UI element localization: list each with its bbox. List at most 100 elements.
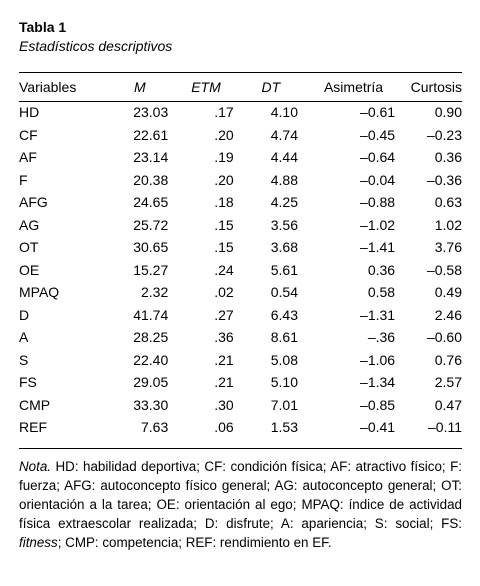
cell-asimetria: –1.34 [360, 374, 396, 390]
cell-asimetria: –1.06 [360, 351, 396, 368]
cell-etm: .19 [214, 149, 234, 165]
cell-m: 29.05 [133, 374, 169, 390]
table-row: AFG 24.65 .18 4.25 –0.88 0.63 [19, 191, 462, 214]
note-fitness: fitness [19, 535, 58, 550]
cell-curtosis: –0.23 [426, 126, 462, 143]
header-asimetria: Asimetría [323, 79, 384, 95]
cell-variable: MPAQ [19, 284, 60, 300]
cell-m: 20.38 [133, 171, 169, 188]
cell-etm: .30 [214, 396, 234, 413]
cell-m: 41.74 [133, 306, 169, 323]
note-text-1: HD: habilidad deportiva; CF: condición f… [19, 459, 462, 531]
note-label: Nota. [19, 459, 52, 474]
cell-asimetria: –0.88 [360, 194, 396, 210]
cell-dt: 3.68 [270, 239, 298, 255]
cell-curtosis: –0.60 [426, 329, 462, 345]
table-row: CF 22.61 .20 4.74 –0.45 –0.23 [19, 124, 462, 147]
cell-variable: CMP [19, 396, 51, 413]
cell-dt: 4.44 [270, 149, 298, 165]
cell-variable: D [19, 306, 30, 323]
cell-curtosis: 0.36 [434, 149, 462, 165]
cell-m: 25.72 [133, 216, 169, 233]
cell-dt: 4.10 [270, 104, 298, 120]
cell-variable: OT [19, 239, 39, 255]
cell-etm: .20 [214, 171, 234, 188]
cell-variable: A [19, 329, 29, 345]
descriptive-stats-table: Variables M ETM DT Asimetría Curtosis HD… [19, 73, 462, 439]
cell-dt: 1.53 [270, 419, 298, 435]
cell-curtosis: 0.90 [434, 104, 462, 120]
table-subtitle: Estadísticos descriptivos [19, 38, 173, 54]
cell-curtosis: 0.47 [434, 396, 462, 413]
cell-etm: .21 [214, 351, 234, 368]
cell-m: 2.32 [141, 284, 169, 300]
table-row: D 41.74 .27 6.43 –1.31 2.46 [19, 304, 462, 327]
cell-asimetria: –0.41 [360, 419, 396, 435]
bottom-rule [19, 448, 462, 449]
cell-m: 15.27 [133, 261, 169, 278]
cell-curtosis: –0.36 [426, 171, 462, 188]
cell-curtosis: 2.46 [434, 306, 462, 323]
cell-dt: 5.61 [270, 261, 298, 278]
cell-curtosis: 0.76 [434, 351, 462, 368]
cell-asimetria: –1.41 [360, 239, 396, 255]
cell-m: 24.65 [133, 194, 169, 210]
cell-variable: S [19, 351, 29, 368]
header-m: M [133, 79, 146, 95]
header-dt: DT [261, 79, 281, 95]
cell-asimetria: –1.31 [360, 306, 396, 323]
cell-etm: .21 [214, 374, 234, 390]
cell-variable: F [19, 171, 28, 188]
cell-etm: .20 [214, 126, 234, 143]
cell-etm: .02 [214, 284, 234, 300]
table-row: FS 29.05 .21 5.10 –1.34 2.57 [19, 371, 462, 394]
cell-curtosis: –0.58 [426, 261, 462, 278]
cell-variable: AFG [19, 194, 48, 210]
table-row: OE 15.27 .24 5.61 0.36 –0.58 [19, 259, 462, 282]
cell-asimetria: 0.58 [367, 284, 396, 300]
table-row: HD 23.03 .17 4.10 –0.61 0.90 [19, 101, 462, 124]
header-etm: ETM [191, 79, 221, 95]
cell-asimetria: –.36 [367, 329, 396, 345]
table-body: HD 23.03 .17 4.10 –0.61 0.90 CF 22.61 .20 4.74 –0.… [19, 101, 462, 439]
cell-m: 23.14 [133, 149, 169, 165]
cell-variable: FS [19, 374, 37, 390]
table-row: OT 30.65 .15 3.68 –1.41 3.76 [19, 236, 462, 259]
cell-dt: 5.08 [270, 351, 298, 368]
cell-variable: CF [19, 126, 38, 143]
cell-asimetria: –0.64 [360, 149, 396, 165]
table-row: REF 7.63 .06 1.53 –0.41 –0.11 [19, 416, 462, 439]
cell-variable: AG [19, 216, 40, 233]
cell-dt: 4.88 [270, 171, 298, 188]
cell-m: 30.65 [133, 239, 169, 255]
cell-variable: OE [19, 261, 40, 278]
table-note: Nota. HD: habilidad deportiva; CF: condi… [19, 457, 462, 552]
cell-curtosis: 2.57 [434, 374, 462, 390]
cell-variable: REF [19, 419, 47, 435]
table-row: S 22.40 .21 5.08 –1.06 0.76 [19, 349, 462, 372]
cell-etm: .15 [214, 239, 234, 255]
header-variables: Variables [19, 79, 77, 95]
cell-dt: 5.10 [270, 374, 298, 390]
cell-dt: 7.01 [270, 396, 298, 413]
cell-dt: 6.43 [270, 306, 298, 323]
cell-dt: 0.54 [270, 284, 298, 300]
table-row: A 28.25 .36 8.61 –.36 –0.60 [19, 326, 462, 349]
cell-dt: 8.61 [270, 329, 298, 345]
cell-curtosis: 0.49 [434, 284, 462, 300]
cell-curtosis: 0.63 [434, 194, 462, 210]
cell-m: 22.40 [133, 351, 169, 368]
cell-dt: 3.56 [270, 216, 298, 233]
table-row: AF 23.14 .19 4.44 –0.64 0.36 [19, 146, 462, 169]
cell-m: 33.30 [133, 396, 169, 413]
cell-asimetria: –0.04 [360, 171, 396, 188]
header-curtosis: Curtosis [410, 79, 462, 95]
cell-etm: .24 [214, 261, 234, 278]
table-row: F 20.38 .20 4.88 –0.04 –0.36 [19, 169, 462, 192]
cell-asimetria: –0.61 [360, 104, 396, 120]
cell-m: 22.61 [133, 126, 169, 143]
cell-curtosis: 1.02 [434, 216, 462, 233]
cell-etm: .06 [214, 419, 234, 435]
cell-dt: 4.25 [270, 194, 298, 210]
